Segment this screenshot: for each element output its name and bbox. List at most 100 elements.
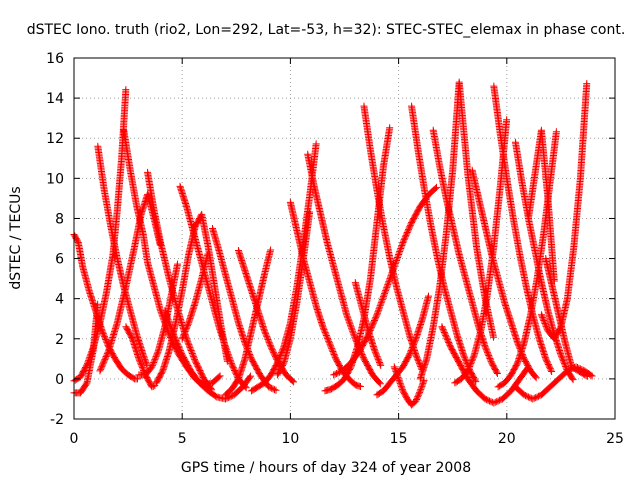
data-point: [418, 381, 426, 389]
data-point: [376, 303, 384, 311]
data-point: [141, 357, 149, 365]
data-point: [216, 372, 224, 380]
data-point: [173, 339, 181, 347]
data-point: [102, 336, 110, 344]
data-point: [346, 320, 354, 328]
data-point: [166, 322, 174, 330]
data-point: [163, 311, 171, 319]
data-point: [386, 124, 394, 132]
data-point: [101, 355, 109, 363]
data-point: [382, 287, 390, 295]
data-point: [381, 288, 389, 296]
data-point: [503, 116, 511, 124]
data-point: [382, 285, 390, 293]
data-point: [224, 349, 232, 357]
data-point: [161, 307, 169, 315]
data-point: [174, 260, 182, 268]
data-point: [183, 336, 191, 344]
data-point: [345, 317, 353, 325]
data-point: [148, 363, 156, 371]
data-point: [189, 351, 197, 359]
data-point: [375, 305, 383, 313]
data-point: [380, 291, 388, 299]
data-point: [376, 302, 384, 310]
data-point: [142, 360, 150, 368]
data-series: [135, 260, 182, 379]
data-point: [94, 300, 102, 308]
data-point: [103, 351, 111, 359]
data-point: [225, 352, 233, 360]
data-point: [100, 357, 108, 365]
data-point: [100, 333, 108, 341]
data-point: [138, 362, 146, 370]
data-point: [101, 334, 109, 342]
data-point: [138, 364, 146, 372]
data-marks: [70, 78, 596, 409]
data-point: [343, 312, 351, 320]
data-point: [136, 358, 144, 366]
data-point: [98, 361, 106, 369]
data-point: [378, 296, 386, 304]
data-point: [349, 329, 357, 337]
data-point: [136, 356, 144, 364]
data-point: [169, 329, 177, 337]
data-point: [379, 294, 387, 302]
data-point: [395, 251, 403, 259]
data-point: [227, 359, 235, 367]
data-point: [381, 290, 389, 298]
data-point: [225, 353, 233, 361]
data-point: [96, 367, 104, 375]
data-point: [344, 315, 352, 323]
data-series: [94, 142, 151, 369]
data-point: [151, 354, 159, 362]
data-point: [100, 358, 108, 366]
data-point: [394, 252, 402, 260]
data-point: [186, 344, 194, 352]
data-point: [395, 249, 403, 257]
data-point: [135, 355, 143, 363]
data-point: [223, 346, 231, 354]
data-point: [184, 338, 192, 346]
data-point: [161, 308, 169, 316]
data-point: [172, 336, 180, 344]
data-point: [168, 326, 176, 334]
data-point: [396, 379, 404, 387]
data-point: [100, 331, 108, 339]
data-point: [396, 378, 404, 386]
data-point: [149, 360, 157, 368]
data-point: [162, 310, 170, 318]
data-point: [154, 348, 162, 356]
data-point: [173, 338, 181, 346]
chart-title: dSTEC Iono. truth (rio2, Lon=292, Lat=-5…: [27, 22, 626, 38]
data-point: [165, 317, 173, 325]
data-point: [98, 327, 106, 335]
data-point: [133, 375, 141, 383]
data-point: [102, 353, 110, 361]
data-point: [552, 128, 560, 136]
data-point: [184, 339, 192, 347]
data-point: [348, 324, 356, 332]
data-point: [383, 282, 391, 290]
data-point: [190, 354, 198, 362]
data-point: [394, 254, 402, 262]
data-point: [165, 319, 173, 327]
data-point: [148, 361, 156, 369]
data-point: [384, 279, 392, 287]
data-point: [137, 361, 145, 369]
data-point: [149, 382, 157, 390]
data-series: [70, 86, 130, 385]
data-series: [161, 307, 255, 403]
data-point: [187, 345, 195, 353]
data-point: [379, 293, 387, 301]
data-point: [383, 284, 391, 292]
data-point: [188, 348, 196, 356]
data-point: [97, 364, 105, 372]
data-point: [104, 348, 112, 356]
data-point: [163, 313, 171, 321]
data-point: [188, 349, 196, 357]
data-point: [164, 316, 172, 324]
data-point: [170, 332, 178, 340]
data-point: [150, 357, 158, 365]
data-point: [185, 342, 193, 350]
